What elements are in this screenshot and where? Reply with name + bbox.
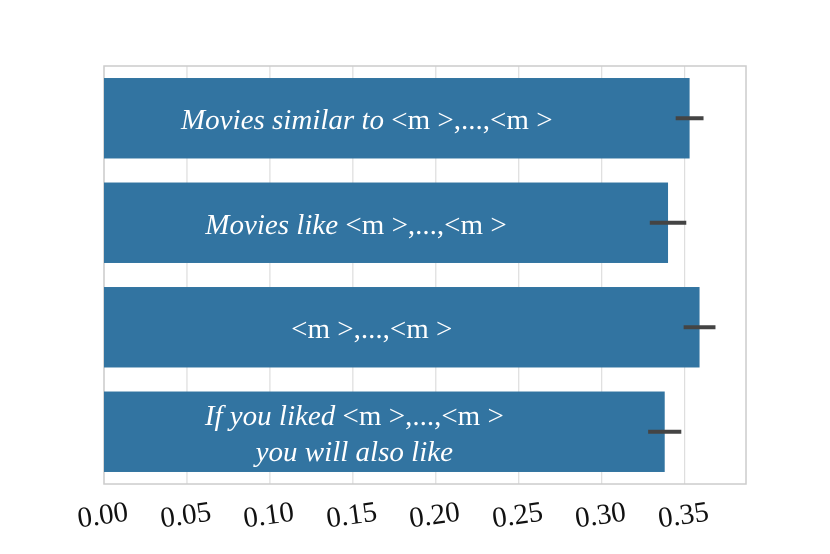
bar bbox=[104, 391, 665, 472]
bar bbox=[104, 78, 690, 159]
x-tick-label: 0.25 bbox=[490, 496, 545, 535]
bar bbox=[104, 182, 669, 263]
x-tick-label: 0.35 bbox=[656, 496, 711, 535]
x-tick-label: 0.00 bbox=[75, 496, 130, 535]
category-label: <m >,...,<m > bbox=[291, 313, 453, 346]
category-label: Movies like <m >,...,<m > bbox=[205, 208, 507, 241]
plot-frame bbox=[103, 65, 747, 485]
x-tick-label: 0.05 bbox=[158, 496, 213, 535]
x-tick-label: 0.10 bbox=[241, 496, 296, 535]
x-tick-label: 0.30 bbox=[573, 496, 628, 535]
x-tick-label: 0.15 bbox=[324, 496, 379, 535]
x-tick-label: 0.20 bbox=[407, 496, 462, 535]
category-label: Movies similar to <m >,...,<m > bbox=[181, 104, 553, 137]
bar bbox=[104, 287, 700, 368]
category-label: If you liked <m >,...,<m > you will also… bbox=[204, 399, 504, 468]
